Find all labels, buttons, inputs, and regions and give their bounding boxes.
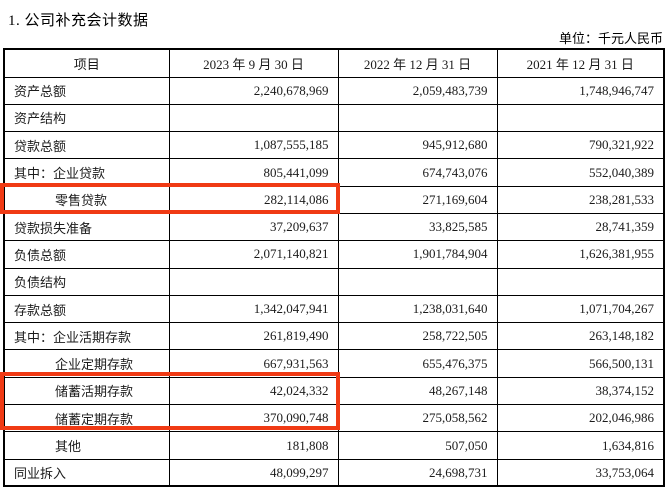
row-value: 24,698,731	[337, 458, 498, 487]
column-header: 2023 年 9 月 30 日	[168, 48, 339, 78]
row-label: 贷款总额	[3, 131, 170, 160]
row-value	[337, 267, 498, 296]
row-value: 945,912,680	[337, 131, 498, 160]
row-label: 存款总额	[3, 294, 170, 324]
row-label: 零售贷款	[3, 185, 170, 214]
row-label: 负债结构	[3, 267, 170, 296]
row-value: 370,090,748	[168, 404, 339, 433]
table-row: 其他 181,808 507,050 1,634,816	[3, 431, 665, 460]
table-row: 储蓄定期存款 370,090,748 275,058,562 202,046,986	[3, 404, 665, 433]
row-value: 33,825,585	[337, 212, 498, 242]
row-value: 42,024,332	[168, 376, 339, 406]
row-value: 1,071,704,267	[496, 294, 665, 324]
row-value: 2,240,678,969	[168, 76, 339, 105]
row-value: 38,374,152	[496, 376, 665, 406]
row-label: 其中：企业贷款	[3, 158, 170, 187]
row-value: 1,626,381,955	[496, 240, 665, 269]
row-label: 负债总额	[3, 240, 170, 269]
row-value	[168, 267, 339, 296]
page-title: 1. 公司补充会计数据	[8, 13, 149, 29]
row-label: 资产总额	[3, 76, 170, 105]
row-value: 1,087,555,185	[168, 131, 339, 160]
row-value: 33,753,064	[496, 458, 665, 487]
table-row: 资产结构	[3, 103, 665, 133]
row-value: 2,071,140,821	[168, 240, 339, 269]
table-row: 资产总额 2,240,678,969 2,059,483,739 1,748,946,…	[3, 76, 665, 105]
row-value: 48,099,297	[168, 458, 339, 487]
row-value: 271,169,604	[337, 185, 498, 214]
row-label: 贷款损失准备	[3, 212, 170, 242]
row-value: 238,281,533	[496, 185, 665, 214]
column-header: 项目	[3, 48, 170, 78]
row-value: 263,148,182	[496, 322, 665, 351]
row-value: 48,267,148	[337, 376, 498, 406]
row-value: 552,040,389	[496, 158, 665, 187]
table-row: 贷款损失准备 37,209,637 33,825,585 28,741,359	[3, 212, 665, 242]
row-label: 企业定期存款	[3, 349, 170, 378]
column-header: 2022 年 12 月 31 日	[337, 48, 498, 78]
row-value: 667,931,563	[168, 349, 339, 378]
row-value	[496, 103, 665, 133]
row-value: 1,748,946,747	[496, 76, 665, 105]
table-header-row: 项目 2023 年 9 月 30 日 2022 年 12 月 31 日 2021 年 …	[3, 48, 665, 78]
table-row: 零售贷款 282,114,086 271,169,604 238,281,533	[3, 185, 665, 214]
table-row: 企业定期存款 667,931,563 655,476,375 566,500,131	[3, 349, 665, 378]
table-row: 同业拆入 48,099,297 24,698,731 33,753,064	[3, 458, 665, 487]
table-row: 其中：企业活期存款 261,819,490 258,722,505 263,148,1…	[3, 322, 665, 351]
row-value: 1,634,816	[496, 431, 665, 460]
row-value	[337, 103, 498, 133]
row-label: 同业拆入	[3, 458, 170, 487]
row-value: 261,819,490	[168, 322, 339, 351]
row-value: 202,046,986	[496, 404, 665, 433]
table-body: 资产总额 2,240,678,969 2,059,483,739 1,748,946,…	[3, 76, 665, 487]
table-row: 负债结构	[3, 267, 665, 296]
row-value: 275,058,562	[337, 404, 498, 433]
row-value: 655,476,375	[337, 349, 498, 378]
table-row: 其中：企业贷款 805,441,099 674,743,076 552,040,389	[3, 158, 665, 187]
table-row: 负债总额 2,071,140,821 1,901,784,904 1,626,381,…	[3, 240, 665, 269]
row-label: 其中：企业活期存款	[3, 322, 170, 351]
row-value: 258,722,505	[337, 322, 498, 351]
table-row: 储蓄活期存款 42,024,332 48,267,148 38,374,152	[3, 376, 665, 406]
row-value: 1,342,047,941	[168, 294, 339, 324]
row-value: 805,441,099	[168, 158, 339, 187]
row-value: 2,059,483,739	[337, 76, 498, 105]
table-row: 存款总额 1,342,047,941 1,238,031,640 1,071,704,…	[3, 294, 665, 324]
unit-label: 单位：千元人民币	[558, 31, 663, 46]
row-value	[168, 103, 339, 133]
row-label: 储蓄定期存款	[3, 404, 170, 433]
supplementary-accounting-table: 项目 2023 年 9 月 30 日 2022 年 12 月 31 日 2021 年 …	[3, 48, 665, 488]
row-label: 其他	[3, 431, 170, 460]
row-value: 566,500,131	[496, 349, 665, 378]
row-value: 790,321,922	[496, 131, 665, 160]
column-header: 2021 年 12 月 31 日	[496, 48, 665, 78]
row-value: 37,209,637	[168, 212, 339, 242]
row-value: 282,114,086	[168, 185, 339, 214]
table-row: 贷款总额 1,087,555,185 945,912,680 790,321,922	[3, 131, 665, 160]
row-value: 1,238,031,640	[337, 294, 498, 324]
row-value: 674,743,076	[337, 158, 498, 187]
row-value: 1,901,784,904	[337, 240, 498, 269]
row-label: 资产结构	[3, 103, 170, 133]
row-label: 储蓄活期存款	[3, 376, 170, 406]
row-value: 181,808	[168, 431, 339, 460]
row-value: 507,050	[337, 431, 498, 460]
row-value	[496, 267, 665, 296]
row-value: 28,741,359	[496, 212, 665, 242]
